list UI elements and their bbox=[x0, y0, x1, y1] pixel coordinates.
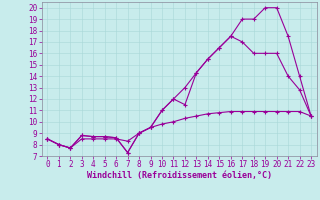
X-axis label: Windchill (Refroidissement éolien,°C): Windchill (Refroidissement éolien,°C) bbox=[87, 171, 272, 180]
